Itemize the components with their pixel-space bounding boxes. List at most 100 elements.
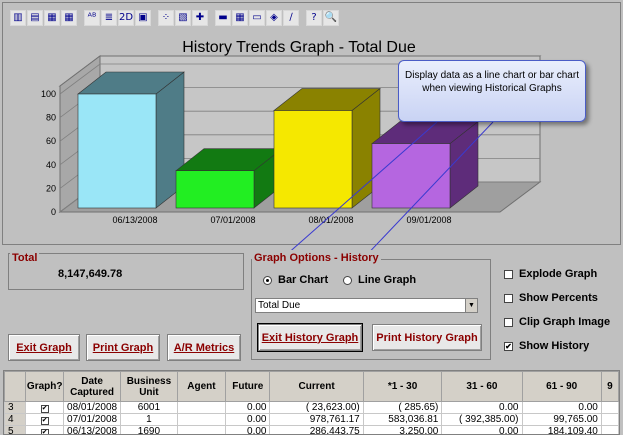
table-row[interactable]: 5 ✔ 06/13/2008 1690 0.00 286,443.75 3,250.00 0.… [4, 425, 619, 435]
history-grid[interactable]: Graph? Date Captured Business Unit Agent Fut… [3, 370, 620, 435]
checkbox-checked-icon[interactable]: ✔ [40, 417, 49, 425]
label-icon[interactable]: ▭ [249, 10, 265, 26]
column-header[interactable]: Agent [176, 371, 227, 402]
bar-chart-radio[interactable]: Bar Chart [263, 274, 328, 286]
exit-graph-button[interactable]: Exit Graph [8, 334, 80, 361]
bar-front [273, 110, 353, 209]
aging-61-90-cell: 99,765.00 [521, 413, 602, 426]
show-history-checkbox[interactable]: ✔ Show History [504, 340, 589, 352]
row-number: 3 [4, 401, 27, 414]
total-panel [8, 253, 244, 290]
table-icon[interactable]: ▦ [61, 10, 77, 26]
explode-graph-label: Explode Graph [519, 268, 598, 280]
bar-09/01/2008[interactable] [371, 120, 479, 209]
y-tick-label: 80 [46, 113, 56, 123]
bar-chart-radio-label: Bar Chart [278, 274, 329, 286]
aging-61-90-cell: 0.00 [521, 401, 602, 414]
column-header[interactable]: 31 - 60 [441, 371, 523, 402]
column-header[interactable]: Future [225, 371, 271, 402]
bar-grid-icon[interactable]: ▦ [44, 10, 60, 26]
column-header[interactable]: Current [269, 371, 364, 402]
chart-type-icon[interactable]: ▧ [175, 10, 191, 26]
current-cell: 978,761.17 [269, 413, 364, 426]
scatter-icon[interactable]: ⁘ [158, 10, 174, 26]
explode-graph-checkbox[interactable]: Explode Graph [504, 268, 597, 280]
bar-3d-icon[interactable]: ▤ [27, 10, 43, 26]
aging-1-30-cell: 3,250.00 [362, 425, 443, 434]
aging-1-30-cell: 583,036.81 [362, 413, 443, 426]
data-grid-icon[interactable]: ▦ [232, 10, 248, 26]
y-tick-label: 0 [51, 207, 56, 217]
chevron-down-icon[interactable]: ▼ [465, 299, 477, 312]
radio-selected-icon [263, 275, 272, 285]
red-marker-icon[interactable]: ✚ [192, 10, 208, 26]
table-row[interactable]: 3 ✔ 08/01/2008 6001 0.00( 23,623.00)( 285.65… [4, 401, 619, 414]
checkbox-unchecked-icon [504, 269, 513, 279]
print-history-graph-label: Print History Graph [376, 331, 478, 344]
brush-icon[interactable]: ◈ [266, 10, 282, 26]
aging-90-plus-cell [600, 425, 619, 434]
measure-select[interactable]: Total Due ▼ [255, 298, 478, 313]
aging-61-90-cell: 184,109.40 [521, 425, 602, 434]
list-icon[interactable]: ≣ [101, 10, 117, 26]
show-history-label: Show History [519, 340, 590, 352]
exit-graph-label: Exit Graph [16, 341, 72, 354]
bar-chart-icon[interactable]: ▥ [10, 10, 26, 26]
column-header[interactable] [4, 371, 27, 402]
radio-unselected-icon [343, 275, 352, 285]
future-cell: 0.00 [225, 413, 271, 426]
column-header[interactable]: 9 [600, 371, 619, 402]
show-percents-label: Show Percents [519, 292, 598, 304]
checkbox-checked-icon[interactable]: ✔ [40, 405, 49, 413]
abc-icon[interactable]: ᴬᴮ [84, 10, 100, 26]
exit-history-graph-button[interactable]: Exit History Graph [258, 324, 362, 351]
ar-metrics-button[interactable]: A/R Metrics [167, 334, 241, 361]
2d3d-icon[interactable]: 2D [118, 10, 134, 26]
y-tick-label: 20 [46, 183, 56, 193]
x-tick-label: 08/01/2008 [308, 215, 353, 225]
history-trends-chart: 100 80 60 40 20 0 06/13/2008 07/01/2008 08/01/2… [41, 39, 542, 250]
chart-title: History Trends Graph - Total Due [182, 39, 416, 56]
current-cell: 286,443.75 [269, 425, 364, 434]
gridline [59, 63, 540, 95]
checkbox-unchecked-icon [504, 293, 513, 303]
clip-graph-image-checkbox[interactable]: Clip Graph Image [504, 316, 610, 328]
row-number: 5 [4, 425, 27, 434]
show-percents-checkbox[interactable]: Show Percents [504, 292, 598, 304]
checkbox-checked-icon: ✔ [504, 341, 513, 351]
help-icon[interactable]: ? [306, 10, 322, 26]
tooltip-callout: Display data as a line chart or bar char… [398, 60, 586, 122]
current-cell: ( 23,623.00) [269, 401, 364, 414]
bar-06/13/2008[interactable] [77, 71, 185, 209]
legend-icon[interactable]: ▬ [215, 10, 231, 26]
aging-31-60-cell: ( 392,385.00) [441, 413, 523, 426]
aging-90-plus-cell [600, 401, 619, 414]
print-history-graph-button[interactable]: Print History Graph [372, 324, 482, 351]
aging-1-30-cell: ( 285.65) [362, 401, 443, 414]
checkbox-unchecked-icon [504, 317, 513, 327]
checkbox-checked-icon[interactable]: ✔ [40, 429, 49, 435]
total-label: Total [10, 252, 40, 264]
business-unit-cell: 1 [120, 413, 178, 426]
bar-08/01/2008[interactable] [273, 87, 381, 209]
pen-icon[interactable]: ∕ [283, 10, 299, 26]
column-header[interactable]: Date Captured [63, 371, 122, 402]
future-cell: 0.00 [225, 401, 271, 414]
ar-metrics-label: A/R Metrics [173, 341, 235, 354]
column-header[interactable]: *1 - 30 [362, 371, 443, 402]
measure-select-value: Total Due [258, 300, 301, 311]
column-header[interactable]: Business Unit [120, 371, 178, 402]
exit-history-graph-label: Exit History Graph [261, 331, 359, 344]
column-header[interactable]: 61 - 90 [521, 371, 602, 402]
zoom-icon[interactable]: 🔍 [323, 10, 339, 26]
chart-copy-icon[interactable]: ▣ [135, 10, 151, 26]
agent-cell [176, 401, 227, 414]
business-unit-cell: 1690 [120, 425, 178, 434]
graph-checkbox[interactable]: ✔ [25, 401, 65, 414]
line-graph-radio[interactable]: Line Graph [343, 274, 416, 286]
graph-checkbox[interactable]: ✔ [25, 425, 65, 435]
graph-checkbox[interactable]: ✔ [25, 413, 65, 426]
column-header[interactable]: Graph? [25, 371, 65, 402]
table-row[interactable]: 4 ✔ 07/01/2008 1 0.00 978,761.17 583,036.81( 3… [4, 413, 619, 426]
print-graph-button[interactable]: Print Graph [86, 334, 160, 361]
